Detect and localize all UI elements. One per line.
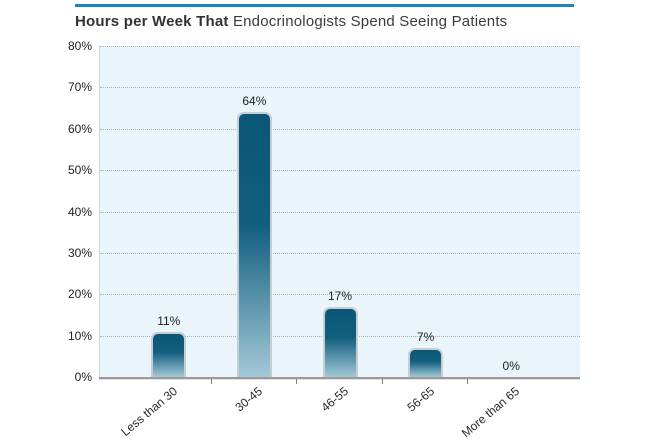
- chart-title-bold: Hours per Week That: [75, 13, 229, 30]
- y-tick-label: 20%: [67, 287, 92, 302]
- bar-value-label: 0%: [502, 359, 520, 373]
- y-tick-label: 70%: [67, 80, 92, 95]
- gridline-70: [100, 87, 580, 89]
- y-tick-label: 30%: [67, 245, 92, 260]
- y-tick-label: 0%: [74, 370, 92, 384]
- plot-area: 11% 64% 17% 7% 0%: [99, 46, 580, 379]
- x-axis-line: [99, 377, 580, 379]
- gridline-50: [100, 170, 580, 172]
- bar-30-45: [236, 112, 272, 377]
- x-category-label: More than 65: [459, 384, 523, 440]
- bar-56-65: [408, 348, 444, 377]
- bar-less-than-30: [151, 331, 187, 377]
- x-category-label: 46-55: [318, 384, 351, 415]
- title-accent-rule: [75, 4, 574, 7]
- bar-value-label: 11%: [157, 313, 181, 328]
- bar-value-label: 17%: [327, 288, 352, 303]
- x-category-label: Less than 30: [118, 384, 180, 439]
- y-tick-label: 60%: [67, 121, 92, 136]
- gridline-40: [100, 211, 580, 213]
- gridline-20: [100, 294, 580, 296]
- y-tick-label: 10%: [67, 328, 92, 343]
- y-tick-label: 80%: [67, 39, 92, 53]
- gridline-80: [100, 46, 580, 47]
- x-axis-tick: [296, 379, 298, 384]
- x-category-label: 56-65: [404, 384, 437, 415]
- bar-value-label: 64%: [242, 94, 267, 109]
- x-axis-tick: [381, 379, 383, 384]
- bar-46-55: [322, 306, 358, 377]
- gridline-30: [100, 252, 580, 254]
- y-tick-label: 40%: [67, 204, 92, 219]
- chart-title-regular: Endocrinologists Spend Seeing Patients: [232, 13, 508, 30]
- x-category-label: 30-45: [232, 384, 266, 415]
- x-axis-tick: [467, 379, 469, 384]
- gridline-60: [100, 128, 580, 130]
- y-tick-label: 50%: [67, 163, 92, 178]
- bar-value-label: 7%: [416, 330, 435, 345]
- chart-title: Hours per Week That Endocrinologists Spe…: [75, 13, 595, 30]
- x-axis-tick: [210, 379, 212, 384]
